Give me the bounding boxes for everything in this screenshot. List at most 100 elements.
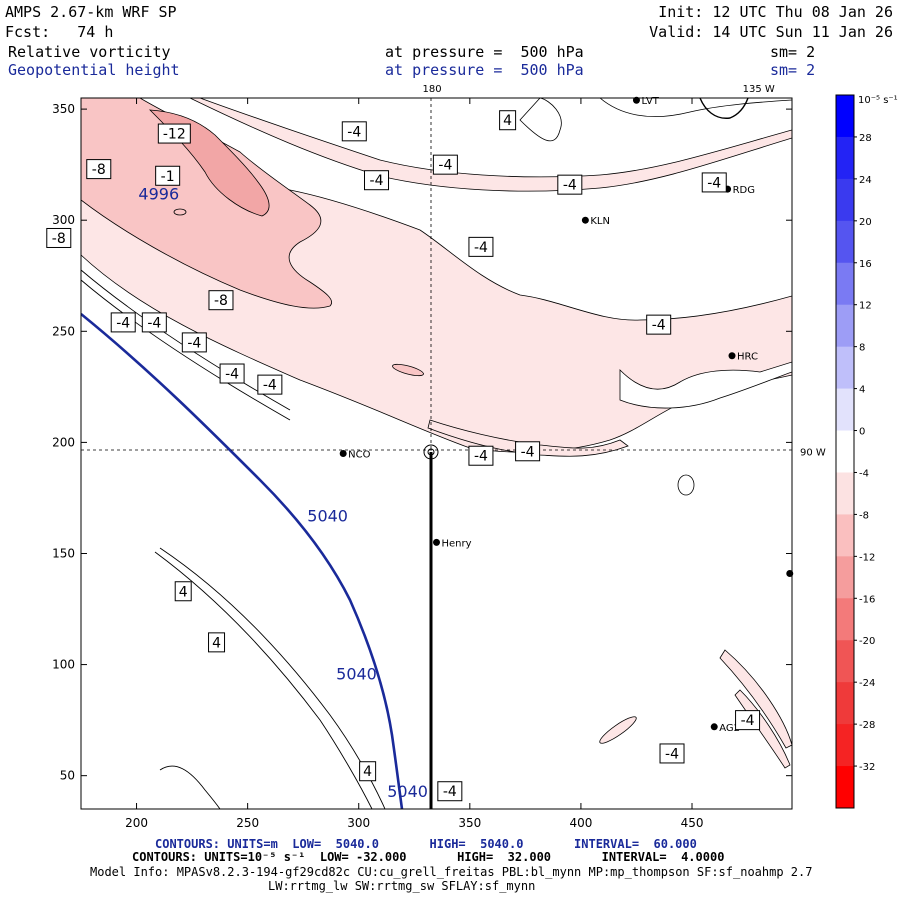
x-tick-label: 350 xyxy=(458,816,481,830)
station-marker xyxy=(632,96,640,104)
vorticity-contour-label: -4 xyxy=(701,172,727,193)
vorticity-contour-label: -12 xyxy=(157,123,191,144)
x-tick-label: 450 xyxy=(681,816,704,830)
plot-fields xyxy=(81,98,792,809)
vorticity-fill-minus8 xyxy=(81,98,332,309)
field2-smoothing: sm= 2 xyxy=(770,61,815,79)
height-contour-label: 5040 xyxy=(387,782,428,801)
station-marker xyxy=(786,569,794,577)
svg-text:-4: -4 xyxy=(563,178,577,194)
svg-text:4: 4 xyxy=(363,764,372,780)
svg-text:-4: -4 xyxy=(225,367,239,383)
colorbar-label: -4 xyxy=(859,468,869,479)
svg-text:-4: -4 xyxy=(521,444,535,460)
station-label: NCO xyxy=(348,450,370,461)
svg-text:4: 4 xyxy=(179,584,188,600)
vorticity-contour-label: -8 xyxy=(46,227,72,248)
colorbar-label: -24 xyxy=(859,678,875,689)
colorbar-label: -8 xyxy=(859,510,869,521)
colorbar-swatch xyxy=(836,178,854,222)
vorticity-contour-label: 4 xyxy=(359,761,377,782)
colorbar-swatch xyxy=(836,766,854,809)
colorbar-label: 28 xyxy=(859,133,872,144)
vorticity-contour-label: -8 xyxy=(86,159,112,180)
station-marker xyxy=(581,216,589,224)
field1-smoothing: sm= 2 xyxy=(770,43,815,61)
vorticity-contour-label: -4 xyxy=(515,441,541,462)
vorticity-contour-label: -4 xyxy=(219,363,245,384)
svg-text:-4: -4 xyxy=(370,173,384,189)
init-time: Init: 12 UTC Thu 08 Jan 26 xyxy=(658,3,893,21)
y-tick-label: 350 xyxy=(52,102,75,116)
colorbar-label: -32 xyxy=(859,762,875,773)
station-label: AG2 xyxy=(719,723,740,734)
colorbar-swatch xyxy=(836,682,854,725)
colorbar-swatch xyxy=(836,724,854,767)
footer-model-info-2: LW:rrtmg_lw SW:rrtmg_sw SFLAY:sf_mynn xyxy=(268,879,535,893)
station-label: KLN xyxy=(590,216,610,227)
colorbar-swatch xyxy=(836,136,854,180)
svg-text:-8: -8 xyxy=(214,293,228,309)
svg-text:-8: -8 xyxy=(92,162,106,178)
footer-height-contours: CONTOURS: UNITS=m LOW= 5040.0 HIGH= 5040… xyxy=(155,837,697,851)
height-contour-label: 5040 xyxy=(336,664,377,683)
y-tick-label: 300 xyxy=(52,213,75,227)
colorbar: 10⁻⁵ s⁻¹ 28 24 20 16 12 8 4 0 -4 -8 -12 -16 -20 -24 -28… xyxy=(835,94,898,809)
svg-text:4: 4 xyxy=(212,635,221,651)
svg-text:-4: -4 xyxy=(187,335,201,351)
svg-text:4: 4 xyxy=(503,113,512,129)
svg-text:-4: -4 xyxy=(474,240,488,256)
station-label: LVT xyxy=(641,96,659,107)
valid-time: Valid: 14 UTC Sun 11 Jan 26 xyxy=(649,23,893,41)
vorticity-labels: -12 -8 -8 -8 -4 -4 -4 -4 -4 -4 -4 -4 -4 -4 -4 -4 -4 -4 -4 -… xyxy=(46,110,761,802)
vorticity-contour-label: -4 xyxy=(110,312,136,333)
colorbar-label: 16 xyxy=(859,259,872,270)
colorbar-label: -12 xyxy=(859,552,875,563)
vorticity-contour-label: 4 xyxy=(174,581,192,602)
colorbar-swatch xyxy=(836,514,854,557)
vorticity-contour-label: -4 xyxy=(141,312,167,333)
colorbar-label: 4 xyxy=(859,385,865,396)
station-marker xyxy=(728,352,736,360)
svg-text:-4: -4 xyxy=(147,315,161,331)
y-tick-label: 50 xyxy=(60,769,75,783)
svg-text:-4: -4 xyxy=(665,746,679,762)
vorticity-contour-label: -4 xyxy=(646,314,672,335)
y-tick-label: 200 xyxy=(52,435,75,449)
field2-name: Geopotential height xyxy=(8,61,180,79)
vorticity-contour-label: -4 xyxy=(659,743,685,764)
x-tick-label: 300 xyxy=(347,816,370,830)
vorticity-contour-label: -1 xyxy=(155,165,181,186)
svg-text:-12: -12 xyxy=(163,127,186,143)
vorticity-contour-label: -4 xyxy=(341,121,367,142)
colorbar-label: 24 xyxy=(859,175,872,186)
station-marker xyxy=(339,450,347,457)
meridian-label: 90 W xyxy=(800,447,826,458)
forecast-hour: Fcst: 74 h xyxy=(5,23,113,41)
colorbar-swatch xyxy=(836,430,854,473)
plot-frame xyxy=(80,97,793,810)
colorbar-swatch xyxy=(836,472,854,515)
svg-text:-4: -4 xyxy=(116,315,130,331)
svg-text:-4: -4 xyxy=(474,449,488,465)
station-label: RDG xyxy=(733,185,755,196)
svg-text:-4: -4 xyxy=(707,175,721,191)
vorticity-contour-label: 4 xyxy=(208,632,226,653)
x-axis: 200 250 300 350 400 450 xyxy=(125,98,703,830)
y-tick-label: 150 xyxy=(52,546,75,560)
model-title: AMPS 2.67-km WRF SP xyxy=(5,3,177,21)
height-contour-label: 4996 xyxy=(138,185,179,204)
vorticity-contour-label: -4 xyxy=(437,781,463,802)
colorbar-label: -28 xyxy=(859,720,875,731)
colorbar-swatch xyxy=(836,556,854,599)
footer-model-info: Model Info: MPASv8.2.3-194-gf29cd82c CU:… xyxy=(90,865,812,879)
x-tick-label: 250 xyxy=(236,816,259,830)
vorticity-contour-label: -4 xyxy=(181,332,207,353)
vorticity-contour-label: 4 xyxy=(499,110,517,131)
colorbar-unit: 10⁻⁵ s⁻¹ xyxy=(858,95,898,106)
svg-text:-4: -4 xyxy=(741,713,755,729)
colorbar-swatch xyxy=(836,388,854,432)
station-marker xyxy=(710,723,718,731)
field1-name: Relative vorticity xyxy=(8,43,171,61)
field2-level: at pressure = 500 hPa xyxy=(385,61,584,79)
